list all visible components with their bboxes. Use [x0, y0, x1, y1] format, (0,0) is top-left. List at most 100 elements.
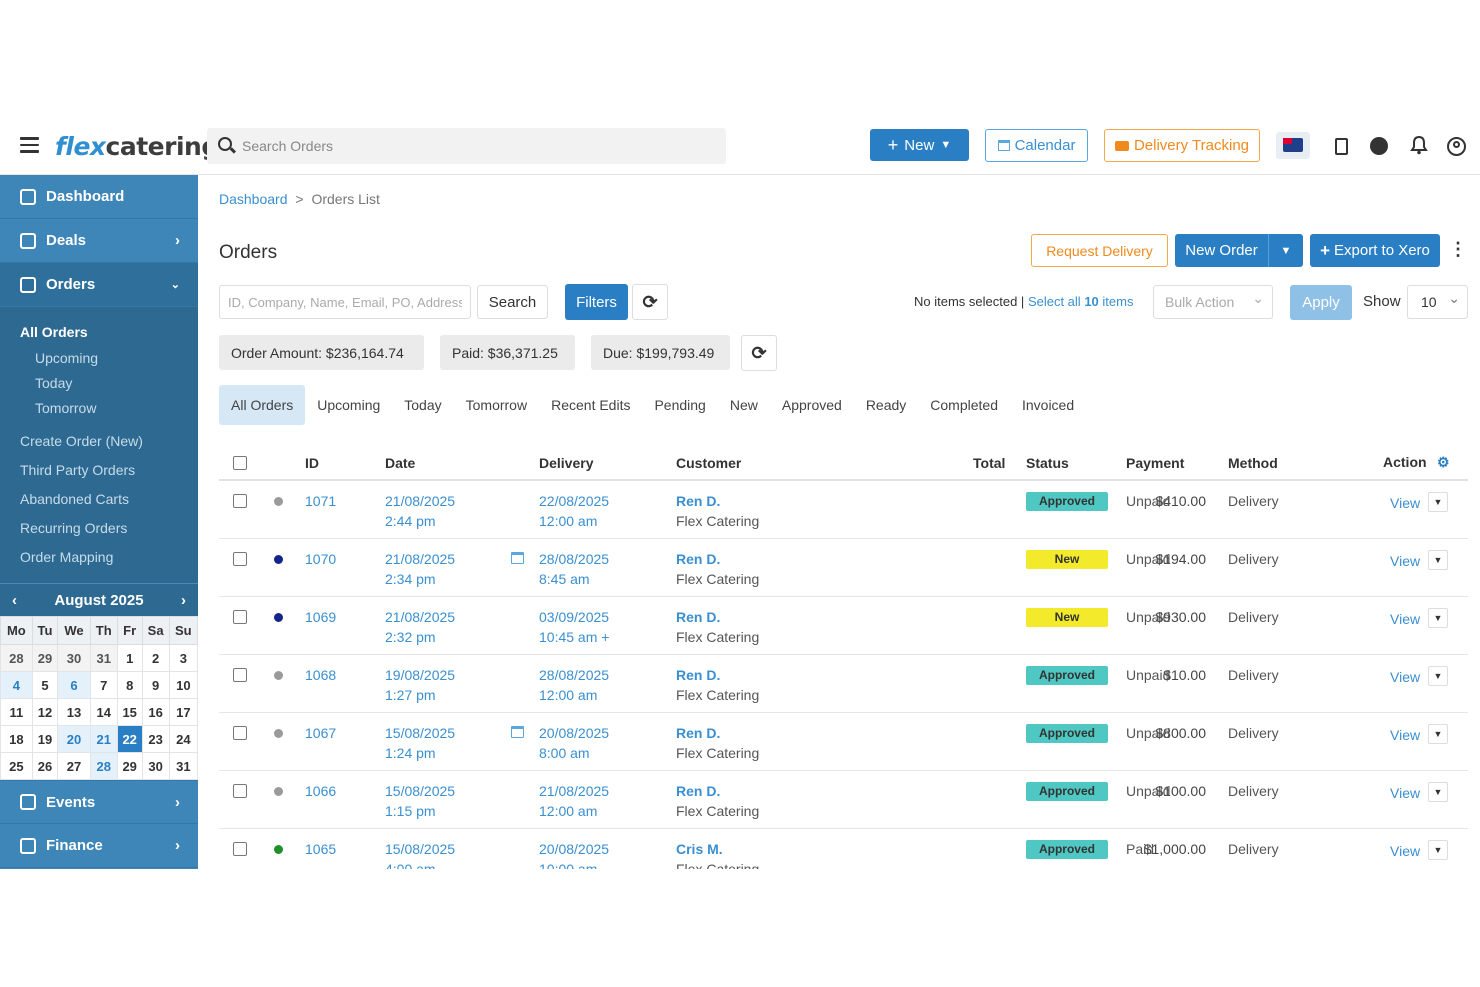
row-checkbox[interactable]	[233, 494, 247, 508]
calendar-day[interactable]: 16	[141, 698, 170, 726]
order-id-link[interactable]: 1069	[305, 609, 337, 625]
customer-link[interactable]: Ren D.	[676, 493, 721, 509]
sidebar-sub-tomorrow[interactable]: Tomorrow	[35, 400, 97, 416]
calendar-day[interactable]: 25	[0, 752, 33, 780]
tab-tomorrow[interactable]: Tomorrow	[465, 397, 528, 413]
calendar-day[interactable]: 29	[116, 752, 143, 780]
order-time[interactable]: 2:34 pm	[385, 571, 436, 587]
calendar-day[interactable]: 21	[89, 725, 118, 753]
customer-link[interactable]: Ren D.	[676, 609, 721, 625]
row-actions-dropdown[interactable]: ▼	[1428, 782, 1448, 802]
sidebar-sub-third-party[interactable]: Third Party Orders	[20, 462, 136, 478]
refresh-stats-icon[interactable]: ⟳	[741, 335, 777, 371]
order-date[interactable]: 15/08/2025	[385, 725, 456, 741]
new-button[interactable]: + New ▼	[870, 129, 969, 161]
customer-link[interactable]: Ren D.	[676, 783, 721, 799]
calendar-day[interactable]: 20	[57, 725, 91, 753]
calendar-day[interactable]: 3	[168, 644, 198, 672]
row-actions-dropdown[interactable]: ▼	[1428, 724, 1448, 744]
row-actions-dropdown[interactable]: ▼	[1428, 840, 1448, 860]
row-checkbox[interactable]	[233, 726, 247, 740]
request-delivery-button[interactable]: Request Delivery	[1031, 234, 1168, 267]
sidebar-sub-mapping[interactable]: Order Mapping	[20, 549, 114, 565]
row-checkbox[interactable]	[233, 668, 247, 682]
calendar-day[interactable]: 19	[31, 725, 59, 753]
order-date[interactable]: 21/08/2025	[385, 551, 456, 567]
delivery-time[interactable]: 12:00 am	[539, 687, 598, 703]
search-button[interactable]: Search	[477, 285, 548, 319]
delivery-time[interactable]: 8:45 am	[539, 571, 590, 587]
breadcrumb-dashboard[interactable]: Dashboard	[219, 191, 288, 207]
order-time[interactable]: 2:32 pm	[385, 629, 436, 645]
menu-icon[interactable]	[20, 137, 39, 153]
delivery-tracking-button[interactable]: Delivery Tracking	[1104, 129, 1260, 162]
order-date[interactable]: 15/08/2025	[385, 783, 456, 799]
calendar-day[interactable]: 29	[31, 644, 59, 672]
sidebar-sub-recurring[interactable]: Recurring Orders	[20, 520, 128, 536]
calendar-day[interactable]: 30	[141, 752, 170, 780]
calendar-day[interactable]: 28	[89, 752, 118, 780]
calendar-day[interactable]: 23	[141, 725, 170, 753]
order-time[interactable]: 4:00 am	[385, 861, 436, 869]
calendar-day[interactable]: 30	[57, 644, 91, 672]
calendar-day[interactable]: 4	[0, 671, 33, 699]
select-all-checkbox[interactable]	[233, 456, 247, 470]
page-size-select[interactable]: 10	[1407, 282, 1468, 319]
view-link[interactable]: View	[1390, 495, 1421, 511]
sidebar-sub-today[interactable]: Today	[35, 375, 73, 391]
calendar-day[interactable]: 17	[168, 698, 198, 726]
order-date[interactable]: 19/08/2025	[385, 667, 456, 683]
row-checkbox[interactable]	[233, 784, 247, 798]
logo[interactable]: flexcatering	[55, 132, 219, 161]
delivery-date[interactable]: 22/08/2025	[539, 493, 610, 509]
row-checkbox[interactable]	[233, 842, 247, 856]
view-link[interactable]: View	[1390, 843, 1421, 859]
sidebar-item-events[interactable]: Events ›	[0, 780, 198, 824]
order-date[interactable]: 21/08/2025	[385, 609, 456, 625]
tab-approved[interactable]: Approved	[781, 397, 842, 413]
order-time[interactable]: 1:24 pm	[385, 745, 436, 761]
tab-ready[interactable]: Ready	[865, 397, 907, 413]
delivery-time[interactable]: 10:00 am	[539, 861, 598, 869]
tab-completed[interactable]: Completed	[930, 397, 998, 413]
row-actions-dropdown[interactable]: ▼	[1428, 608, 1448, 628]
calendar-day[interactable]: 31	[168, 752, 198, 780]
tab-new[interactable]: New	[729, 397, 758, 413]
calendar-button[interactable]: Calendar	[985, 129, 1088, 162]
calendar-day[interactable]: 1	[116, 644, 143, 672]
order-date[interactable]: 21/08/2025	[385, 493, 456, 509]
tablet-icon[interactable]	[1335, 138, 1348, 155]
delivery-date[interactable]: 28/08/2025	[539, 667, 610, 683]
calendar-day[interactable]: 27	[57, 752, 91, 780]
delivery-time[interactable]: 12:00 am	[539, 513, 598, 529]
refresh-icon[interactable]: ⟳	[632, 284, 668, 320]
order-time[interactable]: 1:27 pm	[385, 687, 436, 703]
order-id-link[interactable]: 1068	[305, 667, 337, 683]
row-actions-dropdown[interactable]: ▼	[1428, 492, 1448, 512]
delivery-date[interactable]: 03/09/2025	[539, 609, 610, 625]
view-link[interactable]: View	[1390, 553, 1421, 569]
sidebar-item-dashboard[interactable]: Dashboard	[0, 175, 198, 219]
order-time[interactable]: 1:15 pm	[385, 803, 436, 819]
calendar-day[interactable]: 7	[89, 671, 118, 699]
row-checkbox[interactable]	[233, 552, 247, 566]
next-month-icon[interactable]: ›	[180, 591, 186, 609]
select-all-link[interactable]: Select all 10 items	[1027, 294, 1134, 309]
filters-button[interactable]: Filters	[565, 284, 628, 320]
row-checkbox[interactable]	[233, 610, 247, 624]
export-xero-button[interactable]: + Export to Xero	[1310, 234, 1440, 267]
calendar-day[interactable]: 22	[116, 725, 143, 753]
caret-down-icon[interactable]: ▼	[1280, 244, 1292, 257]
order-id-link[interactable]: 1065	[305, 841, 337, 857]
order-id-link[interactable]: 1071	[305, 493, 337, 509]
delivery-time[interactable]: 8:00 am	[539, 745, 590, 761]
calendar-day[interactable]: 28	[0, 644, 33, 672]
calendar-icon[interactable]	[511, 726, 524, 738]
calendar-day[interactable]: 8	[116, 671, 143, 699]
user-icon[interactable]	[1447, 137, 1466, 156]
order-id-link[interactable]: 1067	[305, 725, 337, 741]
calendar-day[interactable]: 5	[31, 671, 59, 699]
calendar-day[interactable]: 26	[31, 752, 59, 780]
delivery-date[interactable]: 20/08/2025	[539, 841, 610, 857]
tab-today[interactable]: Today	[404, 397, 442, 413]
